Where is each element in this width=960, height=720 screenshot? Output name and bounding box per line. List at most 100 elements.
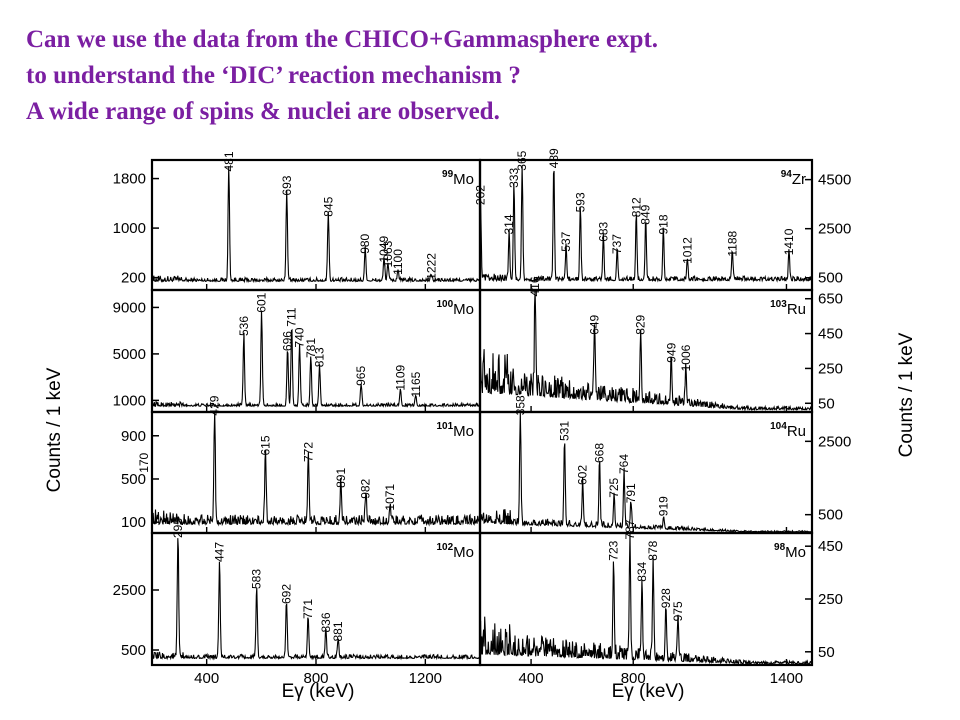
panel-frames: [150, 158, 814, 667]
peak-label: 481: [222, 151, 236, 171]
peak-label: 845: [321, 196, 335, 216]
y-tick-label: 50: [818, 395, 835, 412]
y-tick-label: 500: [121, 642, 146, 659]
peak-label: 771: [301, 599, 315, 619]
heading-line-1: Can we use the data from the CHICO+Gamma…: [26, 26, 659, 53]
y-tick-label: 450: [818, 326, 843, 343]
peak-label: 836: [319, 612, 333, 632]
peak-label: 919: [657, 496, 671, 516]
y-tick-label: 900: [121, 428, 146, 445]
spectrum-trace: [479, 532, 813, 666]
spectrum-trace: [479, 411, 813, 533]
panel-frame: [478, 531, 814, 667]
peak-label: 849: [639, 204, 653, 224]
peak-label: 737: [610, 234, 624, 254]
y-tick-label: 1000: [113, 392, 146, 409]
peak-label: 531: [558, 421, 572, 441]
y-tick-label: 2500: [113, 582, 146, 599]
y-tick-label: 4500: [818, 172, 851, 189]
peak-label: 1109: [394, 364, 408, 390]
peak-label: 447: [213, 542, 227, 562]
spectrum-trace: [151, 310, 481, 409]
y-tick-label: 500: [818, 270, 843, 287]
x-tick-label: 800: [621, 670, 646, 687]
x-tick-label: 1400: [770, 670, 803, 687]
peak-label: 489: [547, 148, 561, 168]
peak-label: 668: [593, 443, 607, 463]
panel-frame: [478, 410, 814, 535]
nucleus-label: 94Zr: [781, 169, 806, 188]
peak-label: 1222: [424, 253, 438, 280]
nucleus-label: 100Mo: [436, 299, 474, 318]
peak-label: 170: [137, 452, 151, 472]
slide-heading: Can we use the data from the CHICO+Gamma…: [26, 22, 658, 130]
peak-label: 649: [588, 314, 602, 334]
y-tick-label: 200: [121, 270, 146, 287]
heading-line-2: to understand the ‘DIC’ reaction mechani…: [26, 62, 521, 89]
peak-label: 725: [607, 477, 621, 497]
nucleus-label: 102Mo: [436, 542, 474, 561]
y-tick-label: 9000: [113, 299, 146, 316]
peak-label: 593: [573, 192, 587, 212]
peak-label: 740: [293, 327, 307, 347]
peak-label: 965: [354, 366, 368, 386]
peak-label: 1049: [377, 235, 391, 262]
peak-label: 615: [258, 435, 272, 455]
y-tick-label: 50: [818, 644, 835, 661]
peak-label: 1071: [383, 484, 397, 511]
peak-label: 1100: [391, 249, 405, 275]
peak-label: 812: [629, 197, 643, 217]
spectrum-trace: [479, 165, 813, 283]
peak-label: 949: [664, 342, 678, 362]
spectrum-trace: [151, 538, 481, 661]
y-tick-label: 1000: [113, 220, 146, 237]
peak-label: 537: [559, 231, 573, 251]
x-axis-label-right: Eγ (keV): [612, 681, 685, 702]
y-tick-label: 5000: [113, 346, 146, 363]
peak-label: 1165: [409, 371, 423, 397]
nucleus-label: 104Ru: [770, 421, 806, 440]
peak-label: 601: [255, 292, 269, 312]
peak-label: 295: [171, 518, 185, 538]
peak-label: 834: [635, 561, 649, 581]
peak-label: 723: [607, 540, 621, 560]
peak-label: 1410: [782, 228, 796, 255]
peak-label: 696: [281, 331, 295, 351]
y-tick-label: 250: [818, 591, 843, 608]
peak-label: 1006: [679, 344, 693, 371]
spectrum-trace: [151, 166, 481, 284]
peak-label: 918: [656, 214, 670, 234]
spectrum-trace: [479, 289, 813, 412]
y-tick-label: 500: [121, 471, 146, 488]
peak-label: 693: [280, 175, 294, 195]
peak-label: 787: [623, 519, 637, 539]
spectrum-trace: [151, 411, 481, 527]
x-tick-label: 1200: [409, 670, 442, 687]
peak-label: 692: [280, 584, 294, 604]
peak-label: 928: [659, 588, 673, 608]
panel-ru-103: 416 649 829 949 1006 103Ru 50 250 450 650: [479, 276, 843, 412]
peak-label: 891: [334, 468, 348, 488]
y-axis-label-left: Counts / 1 keV: [44, 367, 65, 492]
y-tick-label: 250: [818, 360, 843, 377]
peak-label: 772: [301, 442, 315, 462]
peak-label: 333: [507, 168, 521, 188]
peak-label: 813: [313, 347, 327, 367]
peak-label: 829: [634, 314, 648, 334]
nucleus-label: 99Mo: [442, 169, 474, 188]
panel-frame: [150, 531, 482, 667]
peak-label: 583: [250, 569, 264, 589]
x-tick-label: 400: [194, 670, 219, 687]
peak-label: 711: [285, 307, 299, 326]
peak-label: 982: [359, 478, 373, 498]
y-tick-label: 1800: [113, 171, 146, 188]
peak-label: 1188: [725, 230, 739, 256]
panel-mo-101: 170 429 615 772 891 982 1071 101Mo 100 500 900: [121, 395, 481, 533]
